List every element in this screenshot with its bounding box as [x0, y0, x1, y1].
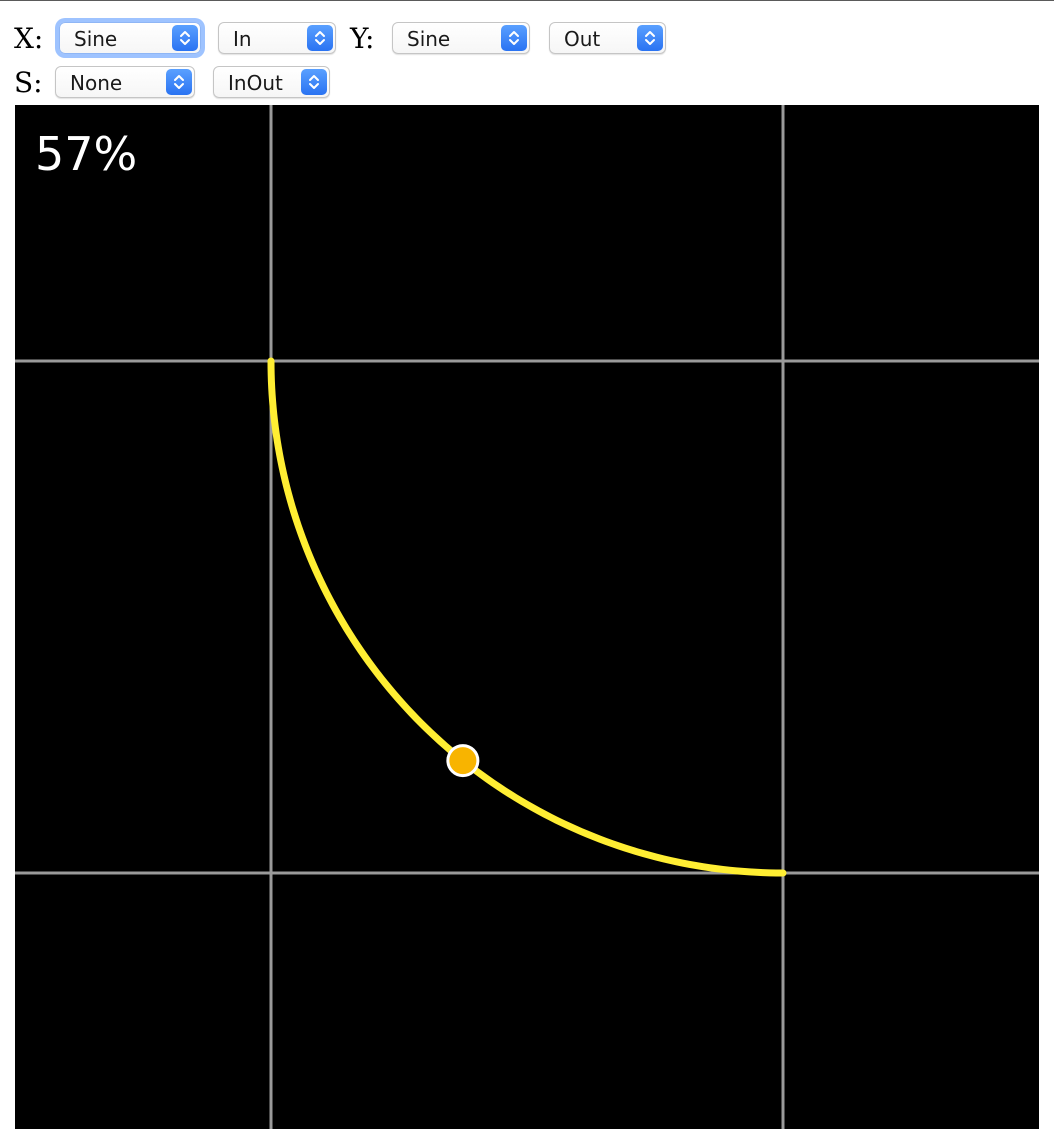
y-label: Y:: [350, 22, 375, 55]
x-easing-select[interactable]: Sine: [59, 22, 201, 54]
y-easing-select[interactable]: Sine: [392, 22, 530, 54]
x-mode-value: In: [233, 27, 252, 51]
easing-curve: [267, 357, 787, 877]
s-mode-value: InOut: [228, 71, 283, 95]
progress-dot: [446, 744, 480, 778]
s-mode-select[interactable]: InOut: [213, 66, 330, 98]
easing-canvas[interactable]: 57%: [15, 105, 1039, 1129]
chevron-up-down-icon: [301, 69, 327, 95]
controls-row-s: S:: [14, 66, 43, 100]
y-label-wrap: Y:: [350, 22, 374, 56]
chevron-up-down-icon: [307, 25, 333, 51]
x-mode-select[interactable]: In: [218, 22, 336, 54]
progress-percent: 57%: [35, 127, 138, 181]
easing-plot: [15, 105, 1039, 1129]
x-easing-value: Sine: [74, 27, 118, 51]
y-easing-value: Sine: [407, 27, 451, 51]
s-easing-value: None: [70, 71, 123, 95]
controls-row-xy: X:: [14, 22, 43, 56]
y-mode-value: Out: [564, 27, 601, 51]
chevron-up-down-icon: [637, 25, 663, 51]
chevron-up-down-icon: [172, 25, 198, 51]
y-mode-select[interactable]: Out: [549, 22, 666, 54]
chevron-up-down-icon: [166, 69, 192, 95]
s-easing-select[interactable]: None: [55, 66, 195, 98]
x-label: X:: [14, 22, 44, 55]
chevron-up-down-icon: [501, 25, 527, 51]
s-label: S:: [14, 66, 43, 99]
top-divider: [0, 0, 1054, 1]
